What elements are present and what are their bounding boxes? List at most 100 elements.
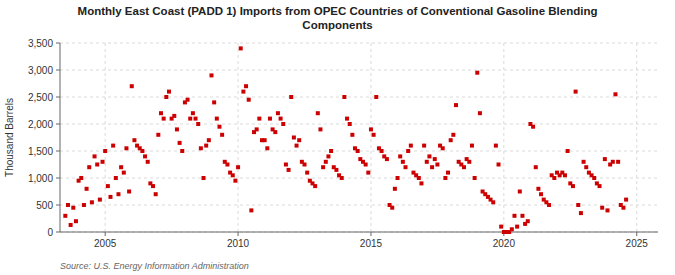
point — [398, 154, 402, 158]
y-tick-label: 3,500 — [28, 38, 53, 49]
point — [491, 200, 495, 204]
point — [279, 117, 283, 121]
point — [289, 95, 293, 99]
point — [449, 138, 453, 142]
point — [324, 160, 328, 164]
point — [536, 187, 540, 191]
point — [441, 146, 445, 150]
point — [613, 92, 617, 96]
grid-line-x — [636, 43, 637, 232]
point — [526, 219, 530, 223]
point — [497, 163, 501, 167]
point — [87, 165, 91, 169]
x-tick — [105, 232, 106, 236]
point — [71, 206, 75, 210]
point — [164, 95, 168, 99]
point — [295, 144, 299, 148]
grid-line-y — [60, 178, 658, 179]
point — [303, 163, 307, 167]
point — [85, 187, 89, 191]
point — [116, 192, 120, 196]
point — [98, 198, 102, 202]
point — [220, 133, 224, 137]
grid-line-x — [238, 43, 239, 232]
point — [284, 163, 288, 167]
point — [326, 154, 330, 158]
point — [467, 160, 471, 164]
point — [446, 171, 450, 175]
point — [396, 176, 400, 180]
point — [281, 122, 285, 126]
point — [122, 171, 126, 175]
point — [209, 73, 213, 77]
point — [380, 149, 384, 153]
point — [106, 184, 110, 188]
point — [552, 176, 556, 180]
y-tick-label: 1,000 — [28, 173, 53, 184]
point — [265, 146, 269, 150]
y-axis-line — [60, 43, 61, 232]
point — [186, 98, 190, 102]
point — [372, 133, 376, 137]
point — [621, 206, 625, 210]
point — [470, 144, 474, 148]
point — [356, 149, 360, 153]
point — [510, 227, 514, 231]
points — [63, 46, 628, 234]
point — [95, 163, 99, 167]
grid-line-y — [60, 205, 658, 206]
point — [255, 127, 259, 131]
point — [124, 146, 128, 150]
point — [350, 133, 354, 137]
background — [0, 0, 675, 275]
point — [547, 203, 551, 207]
point — [151, 184, 155, 188]
point — [140, 149, 144, 153]
point — [329, 149, 333, 153]
point — [90, 200, 94, 204]
point — [582, 160, 586, 164]
point — [180, 149, 184, 153]
point — [194, 117, 198, 121]
x-tick — [370, 232, 371, 236]
point — [247, 98, 251, 102]
point — [451, 133, 455, 137]
point — [297, 138, 301, 142]
point — [156, 133, 160, 137]
point — [531, 125, 535, 129]
point — [393, 187, 397, 191]
point — [374, 95, 378, 99]
point — [425, 160, 429, 164]
point — [175, 127, 179, 131]
y-axis-label: Thousand Barrels — [4, 98, 15, 177]
grid — [60, 43, 658, 232]
point — [178, 141, 182, 145]
point — [191, 111, 195, 115]
point — [257, 117, 261, 121]
point — [119, 165, 123, 169]
point — [204, 144, 208, 148]
point — [159, 111, 163, 115]
point — [239, 46, 243, 50]
y-axis: 05001,0001,5002,0002,5003,0003,500 — [28, 38, 60, 238]
point — [600, 206, 604, 210]
point — [143, 154, 147, 158]
x-tick-label: 2010 — [227, 238, 250, 249]
point — [263, 138, 267, 142]
point — [406, 149, 410, 153]
point — [584, 165, 588, 169]
point — [162, 117, 166, 121]
point — [340, 176, 344, 180]
y-tick-label: 2,000 — [28, 119, 53, 130]
point — [313, 184, 317, 188]
point — [427, 154, 431, 158]
point — [571, 184, 575, 188]
point — [276, 111, 280, 115]
point — [215, 117, 219, 121]
chart: Monthly East Coast (PADD 1) Imports from… — [0, 0, 675, 275]
point — [127, 190, 131, 194]
point — [473, 176, 477, 180]
point — [454, 103, 458, 107]
title: Monthly East Coast (PADD 1) Imports from… — [78, 5, 598, 31]
y-tick — [56, 205, 60, 206]
